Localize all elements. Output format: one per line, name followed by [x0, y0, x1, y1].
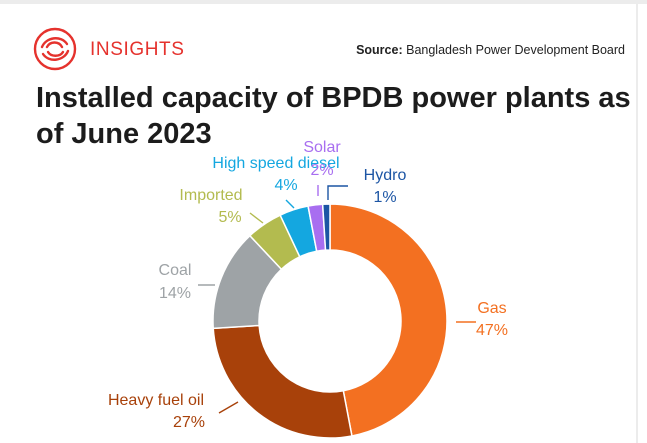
- leader-line: [249, 212, 264, 224]
- donut-slice-heavy-fuel-oil: [212, 324, 353, 439]
- leader-line: [218, 401, 239, 414]
- slice-label: Coal: [159, 262, 192, 279]
- leader-line: [285, 199, 295, 209]
- slice-percent: 2%: [310, 162, 333, 179]
- brand-name: INSIGHTS: [90, 39, 185, 60]
- slice-label: Solar: [303, 139, 341, 156]
- slice-label: Imported: [179, 187, 242, 204]
- slice-percent: 5%: [218, 209, 241, 226]
- slice-percent: 14%: [159, 285, 191, 302]
- source-label: Source:: [356, 43, 403, 57]
- slice-percent: 1%: [373, 189, 396, 206]
- top-divider: [0, 0, 647, 4]
- donut-slice-hydro: [321, 203, 331, 251]
- side-divider: [636, 0, 638, 443]
- chart-title: Installed capacity of BPDB power plants …: [36, 82, 631, 150]
- source-note: Source: Bangladesh Power Development Boa…: [356, 43, 625, 57]
- insights-logo-icon: [33, 27, 77, 71]
- slice-label: Gas: [477, 300, 506, 317]
- donut-slice-gas: [329, 203, 448, 437]
- leader-line: [327, 185, 348, 200]
- slice-percent: 4%: [274, 177, 297, 194]
- slice-label: Hydro: [364, 167, 407, 184]
- slice-label: Heavy fuel oil: [108, 392, 204, 409]
- slice-percent: 27%: [173, 414, 205, 431]
- slice-label: High speed diesel: [212, 155, 339, 172]
- source-text: Bangladesh Power Development Board: [406, 43, 625, 57]
- slice-percent: 47%: [476, 322, 508, 339]
